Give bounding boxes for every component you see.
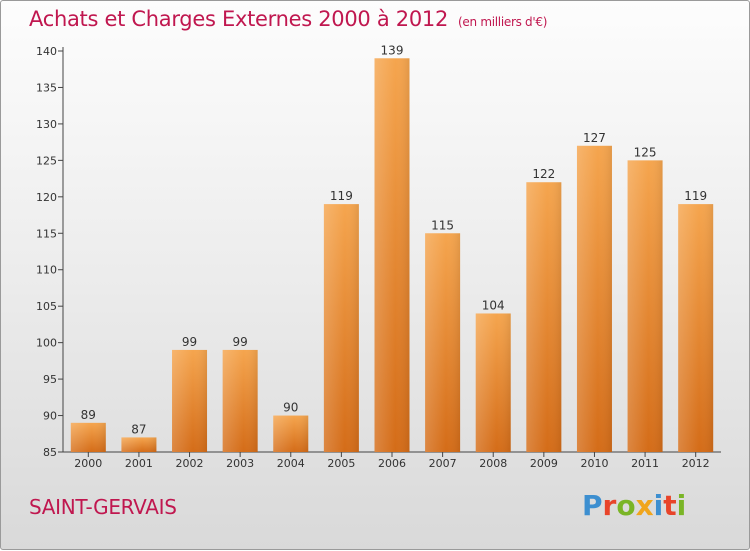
x-tick-label: 2005	[327, 457, 355, 470]
location-name: SAINT-GERVAIS	[29, 495, 177, 519]
data-label: 115	[431, 218, 454, 232]
x-tick-label: 2011	[631, 457, 659, 470]
x-tick-label: 2008	[479, 457, 507, 470]
bar-shade	[425, 233, 461, 452]
bar-shade	[678, 204, 714, 452]
x-tick-label: 2003	[226, 457, 254, 470]
logo-letter: t	[663, 489, 677, 522]
logo-letter: i	[676, 489, 687, 522]
data-label: 125	[634, 145, 657, 159]
y-tick-label: 115	[36, 227, 57, 240]
y-tick-label: 130	[36, 118, 57, 131]
axes: 85 90 95 100 105 110 115 120 125 130 135 140 2000 200…	[36, 45, 721, 470]
bar-shade	[323, 204, 359, 452]
y-tick-label: 90	[43, 410, 57, 423]
bar-shade	[222, 349, 258, 452]
y-tick-label: 135	[36, 81, 57, 94]
data-label: 99	[233, 335, 248, 349]
logo-letter: o	[616, 489, 636, 522]
y-tick-label: 125	[36, 154, 57, 167]
data-label: 89	[81, 408, 96, 422]
proxiti-logo: Proxiti	[582, 489, 686, 522]
x-tick-label: 2001	[125, 457, 153, 470]
x-tick-label: 2000	[74, 457, 102, 470]
chart-title: Achats et Charges Externes 2000 à 2012 (e…	[29, 7, 547, 31]
y-tick-label: 105	[36, 300, 57, 313]
data-label: 104	[482, 298, 505, 312]
bar-shade	[121, 437, 157, 452]
data-label: 127	[583, 131, 606, 145]
logo-letter: r	[602, 489, 617, 522]
bar-shade	[627, 160, 663, 452]
data-label: 119	[330, 189, 353, 203]
bar-shade	[526, 182, 562, 452]
y-tick-label: 120	[36, 191, 57, 204]
x-tick-label: 2002	[176, 457, 204, 470]
logo-letter: P	[582, 489, 603, 522]
x-tick-label: 2006	[378, 457, 406, 470]
bar-shade	[172, 349, 208, 452]
bar-shade	[70, 422, 106, 452]
x-tick-label: 2010	[580, 457, 608, 470]
x-tick-label: 2007	[429, 457, 457, 470]
logo-letter: x	[635, 489, 654, 522]
x-tick-label: 2004	[277, 457, 305, 470]
data-label: 90	[283, 401, 298, 415]
chart-title-text: Achats et Charges Externes 2000 à 2012	[29, 7, 449, 31]
x-tick-label: 2009	[530, 457, 558, 470]
bars	[70, 58, 714, 453]
y-tick-label: 85	[43, 446, 57, 459]
bar-shade	[273, 415, 309, 452]
data-label: 119	[684, 189, 707, 203]
logo-letter: i	[653, 489, 664, 522]
y-tick-label: 100	[36, 337, 57, 350]
data-labels: 89 87 99 99 90 119 139 115 104 122 127 125 119	[81, 43, 707, 436]
data-label: 99	[182, 335, 197, 349]
bar-shade	[576, 145, 612, 453]
bar-shade	[475, 313, 511, 452]
x-tick-label: 2012	[682, 457, 710, 470]
data-label: 122	[532, 167, 555, 181]
data-label: 139	[381, 43, 404, 57]
y-tick-label: 95	[43, 373, 57, 386]
data-label: 87	[131, 422, 146, 436]
chart-subtitle: (en milliers d'€)	[458, 15, 548, 29]
y-tick-label: 110	[36, 264, 57, 277]
bar-shade	[374, 58, 410, 453]
y-tick-label: 140	[36, 45, 57, 58]
